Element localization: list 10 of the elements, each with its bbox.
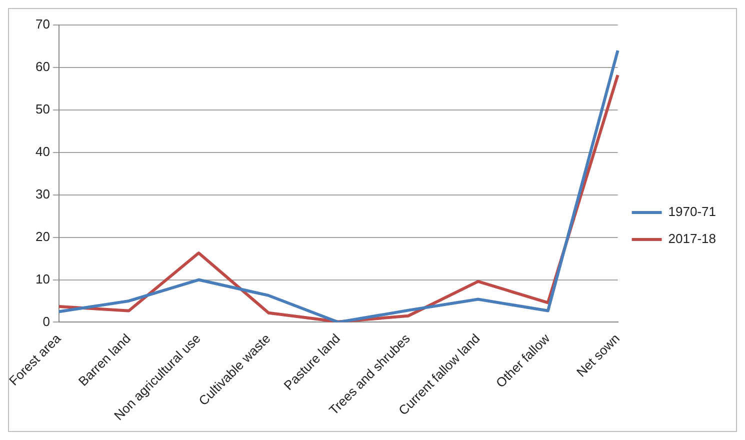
y-tick-label: 0 <box>42 314 50 329</box>
y-tick-label: 70 <box>36 16 50 32</box>
y-tick-label: 50 <box>36 101 50 116</box>
y-tick-label: 10 <box>36 271 50 286</box>
y-tick-label: 40 <box>36 144 50 159</box>
y-tick-label: 20 <box>36 228 50 244</box>
legend-label: 1970-71 <box>668 204 716 220</box>
y-tick-label: 30 <box>36 186 50 202</box>
y-tick-label: 60 <box>36 59 50 74</box>
legend-label: 2017-18 <box>668 231 716 246</box>
